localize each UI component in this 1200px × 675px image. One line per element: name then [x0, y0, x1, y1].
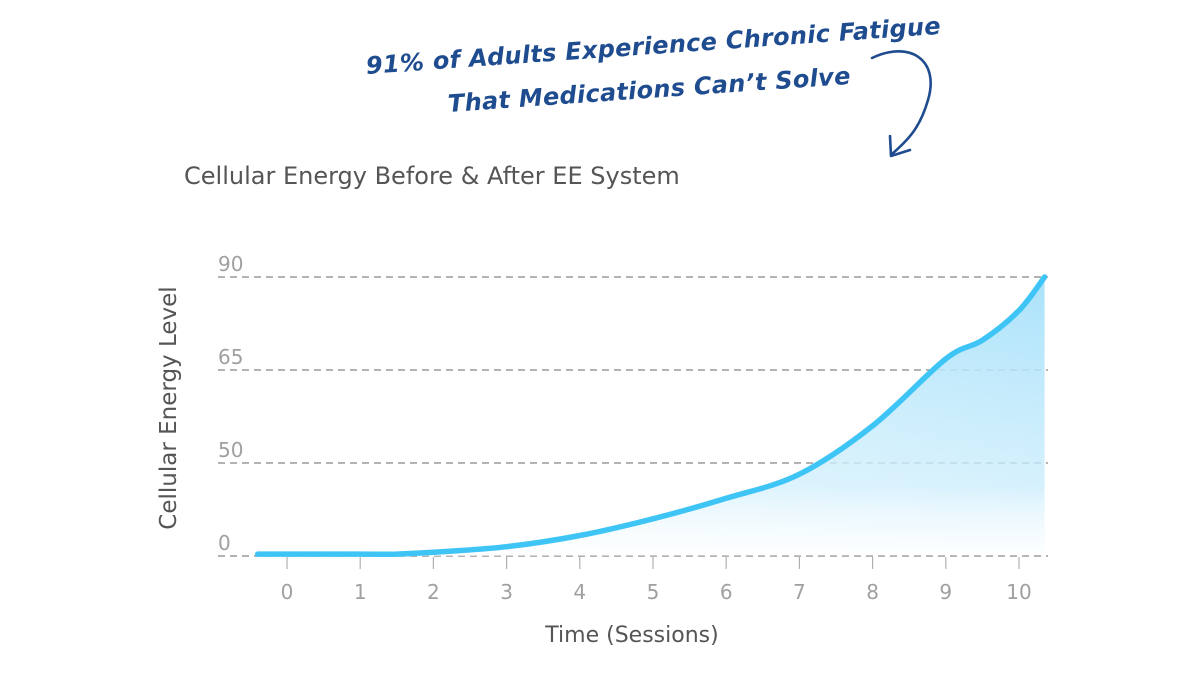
x-tick-label: 1 [354, 580, 367, 604]
y-axis-label: Cellular Energy Level [156, 286, 182, 529]
curved-arrow-icon [870, 50, 932, 158]
y-tick-label: 65 [218, 345, 243, 369]
x-tick-label: 4 [573, 580, 586, 604]
y-tick-label: 90 [218, 252, 243, 276]
y-tick-label: 0 [218, 531, 231, 555]
x-tick-label: 3 [500, 580, 513, 604]
x-axis-label: Time (Sessions) [544, 623, 718, 648]
chart-title: Cellular Energy Before & After EE System [184, 162, 680, 190]
series-area-fade [257, 277, 1045, 556]
series-line [254, 274, 1048, 558]
x-tick-label: 8 [866, 580, 879, 604]
x-tick-label: 0 [281, 580, 294, 604]
x-tick-label: 6 [720, 580, 733, 604]
x-tick-label: 5 [647, 580, 660, 604]
y-tick-label: 50 [218, 438, 243, 462]
x-tick-label: 10 [1006, 580, 1031, 604]
x-tick-label: 9 [939, 580, 952, 604]
x-tick-label: 2 [427, 580, 440, 604]
x-tick-label: 7 [793, 580, 806, 604]
